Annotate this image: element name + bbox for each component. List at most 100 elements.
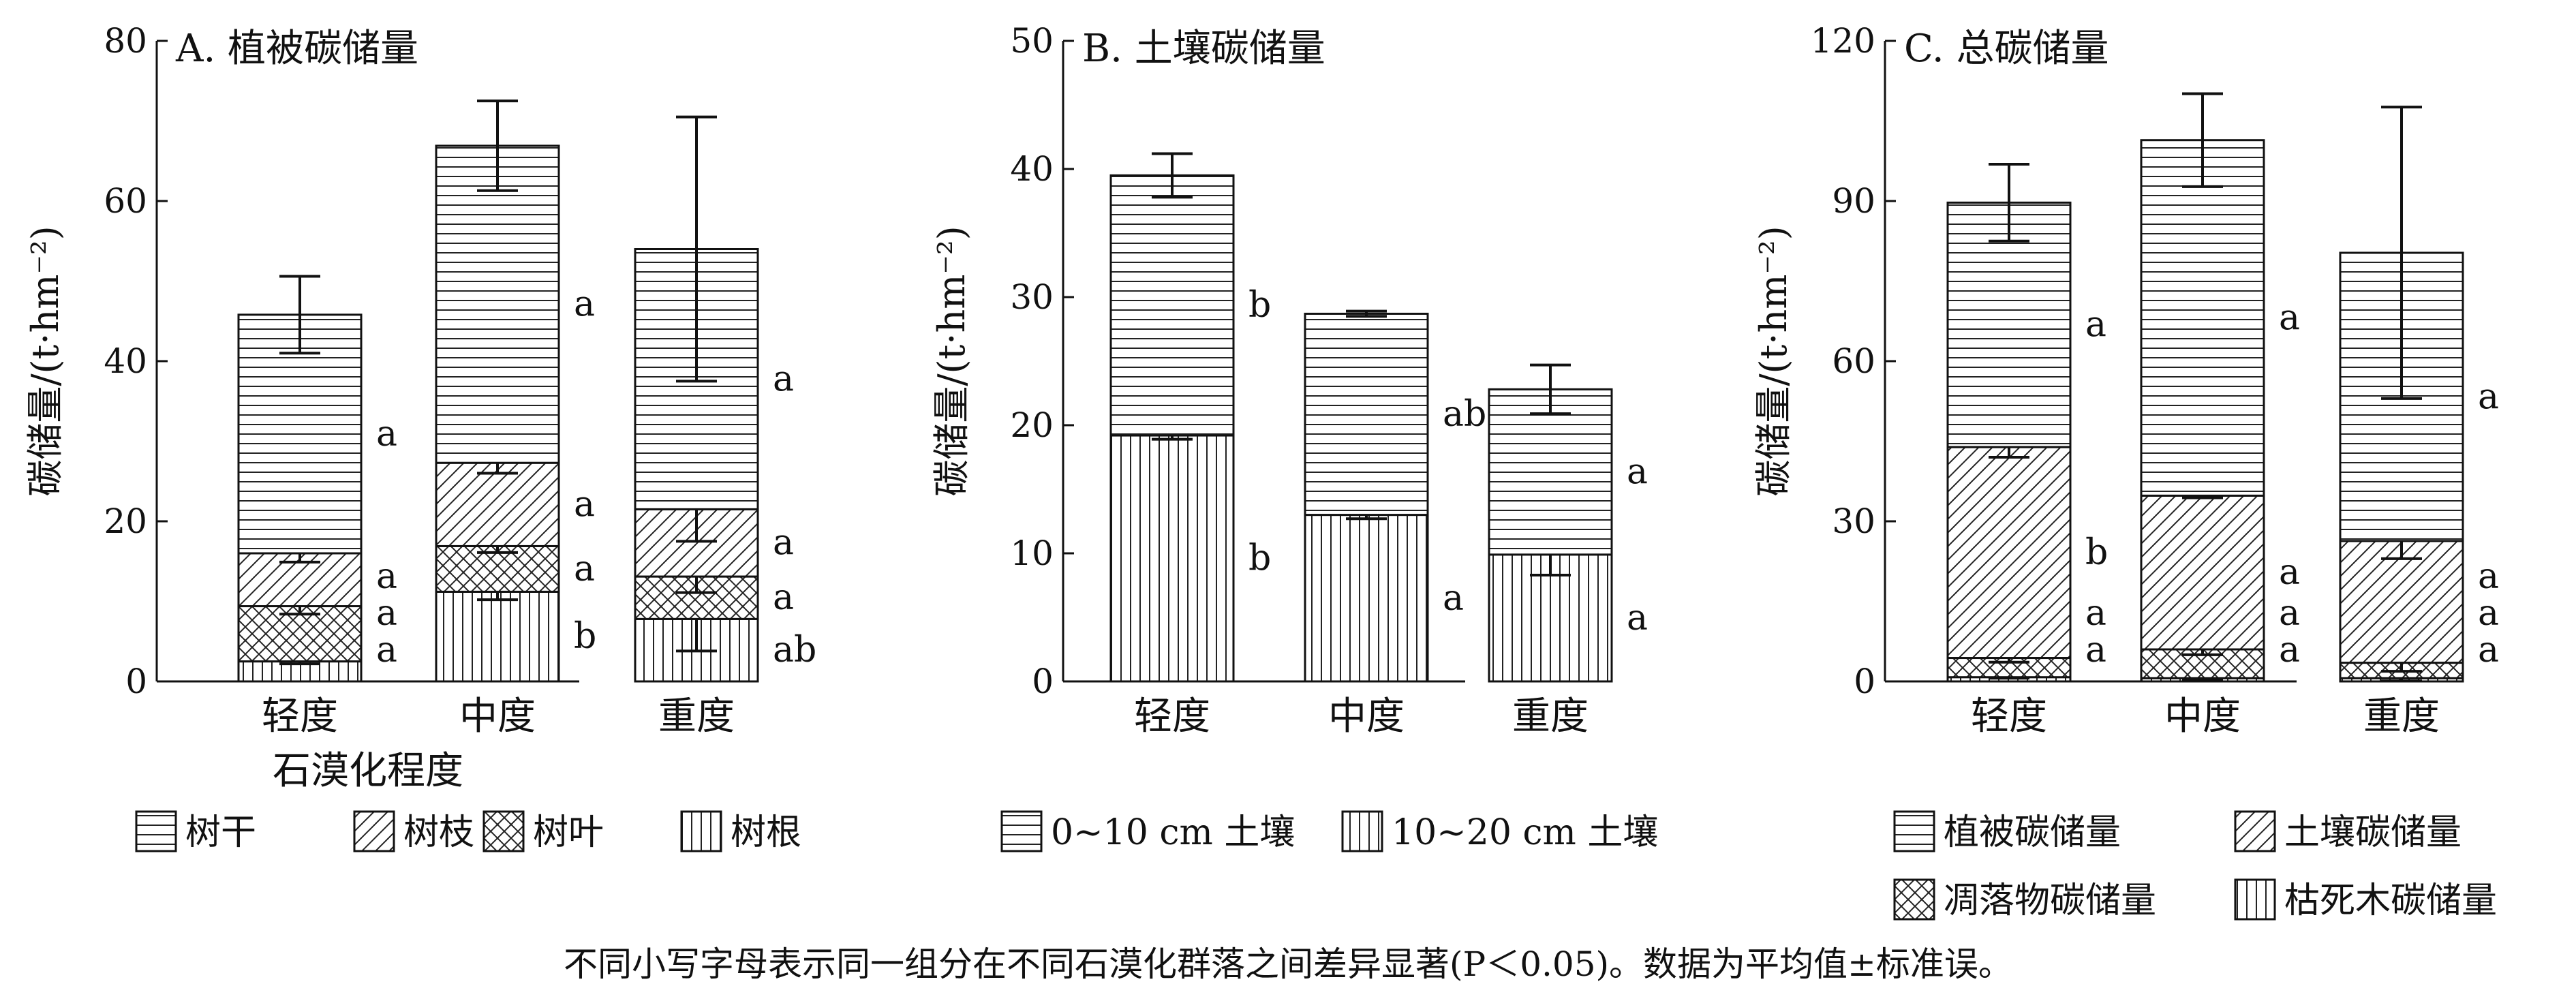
panel-title: B. 土壤碳储量: [1082, 27, 1325, 71]
bar-segment: [435, 590, 560, 683]
y-tick-label: 60: [1832, 341, 1875, 381]
significance-letter: a: [773, 358, 794, 399]
legend-swatch: [1893, 810, 1935, 852]
significance-letter: a: [1443, 578, 1464, 619]
significance-letter: a: [2478, 630, 2499, 671]
legend-swatch: [1000, 810, 1043, 852]
legend-label: 树干: [185, 812, 256, 853]
x-tick-label: 重度: [2363, 694, 2440, 739]
y-tick-label: 90: [1832, 181, 1875, 221]
significance-letter: a: [1627, 598, 1648, 638]
significance-letter: a: [2085, 305, 2106, 345]
y-tick-label: 50: [1010, 21, 1054, 61]
bar-segment: [1488, 388, 1613, 556]
bar-segment: [2140, 494, 2265, 651]
legend-label: 树叶: [533, 812, 604, 853]
y-tick-label: 0: [1854, 662, 1875, 701]
legend-label: 10~20 cm 土壤: [1392, 812, 1658, 853]
y-tick-label: 80: [104, 21, 147, 61]
legend-swatch: [353, 810, 395, 852]
y-tick-label: 20: [104, 502, 147, 541]
figure-caption: 不同小写字母表示同一组分在不同石漠化群落之间差异显著(P＜0.05)。数据为平均…: [564, 944, 2012, 984]
bar-segment: [1946, 446, 2072, 660]
bar-segment: [1304, 514, 1429, 683]
legend-swatch: [2234, 810, 2276, 852]
legend-swatch: [135, 810, 177, 852]
significance-letter: b: [1248, 538, 1271, 579]
significance-letter: ab: [773, 630, 816, 671]
y-axis-label: 碳储量/(t·hm⁻²): [1752, 226, 1795, 496]
x-tick-label: 中度: [1328, 694, 1405, 739]
panel-title: A. 植被碳储量: [175, 27, 418, 71]
y-tick-label: 40: [1010, 149, 1054, 189]
legend-label: 树枝: [403, 812, 474, 853]
legend-vegetation: 树干 树枝 树叶 树根: [135, 810, 801, 853]
y-tick-label: 40: [104, 341, 147, 381]
significance-letter: a: [2279, 630, 2300, 671]
panel-title: C. 总碳储量: [1904, 27, 2109, 71]
x-tick-label: 轻度: [1971, 694, 2047, 739]
legend-swatch: [680, 810, 722, 852]
x-tick-label: 重度: [658, 694, 735, 739]
significance-letter: a: [376, 414, 397, 455]
bar-segment: [435, 461, 560, 547]
significance-letter: a: [574, 484, 595, 525]
bar-segment: [435, 144, 560, 464]
bar-segment: [1109, 174, 1235, 437]
significance-letter: a: [2279, 298, 2300, 339]
significance-letter: a: [2085, 593, 2106, 634]
significance-letter: b: [2085, 532, 2108, 573]
significance-letter: a: [376, 556, 397, 597]
significance-letter: a: [773, 523, 794, 564]
y-tick-label: 0: [125, 662, 147, 701]
legend-label: 土壤碳储量: [2284, 812, 2462, 853]
x-axis-label: 石漠化程度: [273, 749, 463, 793]
significance-letter: a: [773, 577, 794, 618]
y-tick-label: 60: [104, 181, 147, 221]
x-tick-label: 轻度: [1134, 694, 1210, 739]
x-tick-label: 轻度: [262, 694, 338, 739]
legend-swatch: [1341, 810, 1383, 852]
legend-swatch: [2234, 878, 2276, 921]
significance-letter: a: [2478, 593, 2499, 634]
bar-segment: [2140, 139, 2265, 497]
significance-letter: a: [2279, 593, 2300, 634]
significance-letter: a: [2478, 376, 2499, 417]
y-axis-label: 碳储量/(t·hm⁻²): [24, 226, 67, 496]
y-tick-label: 30: [1832, 502, 1875, 541]
y-tick-label: 10: [1010, 534, 1054, 573]
significance-letter: a: [574, 284, 595, 325]
y-tick-label: 20: [1010, 405, 1054, 445]
bar-segment: [1946, 201, 2072, 448]
significance-letter: a: [574, 549, 595, 589]
significance-letter: a: [376, 630, 397, 671]
legend-label: 树根: [731, 812, 801, 853]
x-tick-label: 中度: [459, 694, 536, 739]
legend-label: 植被碳储量: [1944, 812, 2121, 853]
legend-label: 凋落物碳储量: [1944, 880, 2156, 921]
y-tick-label: 0: [1032, 662, 1054, 701]
x-tick-label: 重度: [1512, 694, 1589, 739]
legend-label: 枯死木碳储量: [2284, 880, 2497, 921]
bar-segment: [1109, 434, 1235, 683]
legend-swatch: [482, 810, 525, 852]
significance-letter: b: [1248, 285, 1271, 326]
legend-soil: 0~10 cm 土壤 10~20 cm 土壤: [1000, 810, 1658, 853]
significance-letter: b: [574, 616, 596, 657]
significance-letter: a: [376, 593, 397, 634]
x-tick-label: 中度: [2164, 694, 2241, 739]
significance-letter: ab: [1443, 394, 1486, 435]
significance-letter: a: [2085, 630, 2106, 671]
legend-label: 0~10 cm 土壤: [1051, 812, 1295, 853]
significance-letter: a: [2279, 552, 2300, 593]
significance-letter: a: [2478, 556, 2499, 597]
y-tick-label: 30: [1010, 277, 1054, 317]
legend-swatch: [1893, 878, 1935, 921]
y-tick-label: 120: [1811, 21, 1875, 61]
bar-segment: [1304, 312, 1429, 517]
